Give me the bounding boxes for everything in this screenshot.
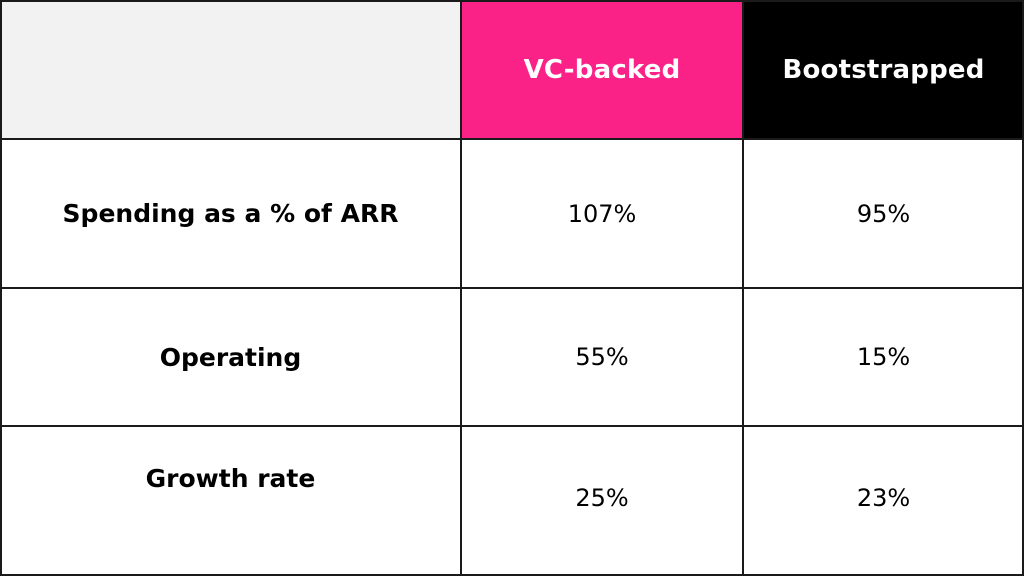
- row-divider: [0, 138, 1024, 140]
- table-border-top: [0, 0, 1024, 2]
- column-divider: [742, 0, 744, 576]
- row-label-spending: Spending as a % of ARR: [62, 199, 399, 228]
- row-label-cell: Operating: [0, 288, 461, 426]
- value-growth-bootstrapped: 23%: [856, 484, 911, 512]
- value-operating-bootstrapped: 15%: [856, 343, 911, 371]
- header-bootstrapped-cell: Bootstrapped: [743, 0, 1024, 139]
- value-growth-vc-backed: 25%: [575, 484, 629, 512]
- value-operating-vc-backed: 55%: [575, 343, 629, 371]
- table-border-left: [0, 0, 2, 576]
- table-border-right: [1022, 0, 1024, 576]
- value-spending-bootstrapped: 95%: [856, 199, 911, 228]
- table-cell: 107%: [461, 139, 743, 288]
- row-divider: [0, 425, 1024, 427]
- table-cell: 15%: [743, 288, 1024, 426]
- row-label-operating: Operating: [159, 342, 302, 372]
- table-cell: 55%: [461, 288, 743, 426]
- column-divider: [460, 0, 462, 576]
- value-spending-vc-backed: 107%: [567, 199, 637, 228]
- header-vc-backed-cell: VC-backed: [461, 0, 743, 139]
- table-cell: 95%: [743, 139, 1024, 288]
- header-blank-cell: [0, 0, 461, 139]
- row-divider: [0, 287, 1024, 289]
- header-vc-backed-label: VC-backed: [523, 54, 681, 85]
- row-label-cell: Spending as a % of ARR: [0, 139, 461, 288]
- table-cell: 25%: [461, 426, 743, 576]
- row-label-growth-rate: Growth rate: [145, 464, 316, 493]
- table-border-bottom: [0, 574, 1024, 576]
- header-bootstrapped-label: Bootstrapped: [782, 54, 985, 85]
- row-label-cell: Growth rate: [0, 426, 461, 576]
- table-cell: 23%: [743, 426, 1024, 576]
